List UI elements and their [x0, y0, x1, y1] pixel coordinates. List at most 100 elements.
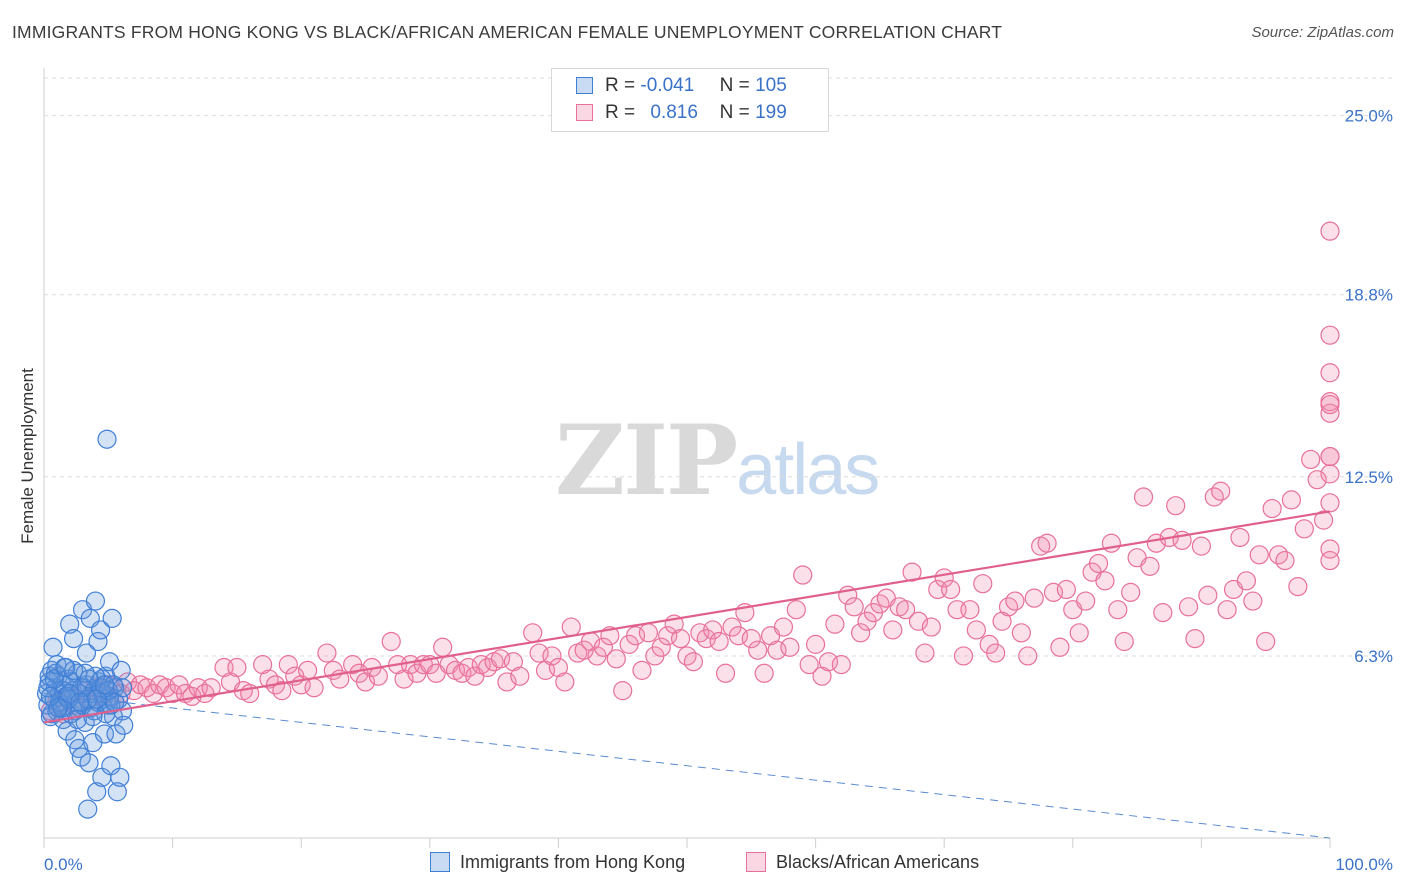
legend-item-black-african-american: Blacks/African Americans — [746, 852, 979, 878]
trend-line-blue — [43, 693, 1331, 839]
pink-point — [683, 652, 704, 672]
pink-point — [915, 643, 935, 663]
pink-point — [986, 643, 1006, 663]
pink-point — [966, 620, 986, 640]
pink-point — [593, 637, 614, 657]
pink-point — [613, 681, 633, 701]
pink-point — [1095, 571, 1115, 591]
pink-point — [670, 629, 691, 649]
pink-point — [883, 620, 903, 640]
legend-n-label: N = — [719, 75, 750, 96]
pink-point — [1236, 571, 1257, 591]
pink-point — [748, 640, 768, 660]
pink-point — [715, 663, 736, 683]
pink-point — [1230, 527, 1250, 548]
pink-point — [1211, 481, 1231, 501]
pink-point — [1320, 550, 1340, 571]
blue-point — [87, 782, 107, 802]
blue-point — [63, 629, 84, 649]
pink-point — [896, 600, 916, 620]
pink-point — [1198, 585, 1218, 605]
blue-point — [63, 660, 84, 680]
pink-point — [368, 666, 388, 686]
source-label: Source: ZipAtlas.com — [1251, 24, 1394, 41]
pink-point — [1191, 536, 1212, 556]
blue-point — [48, 698, 68, 718]
pink-point — [1320, 221, 1340, 241]
pink-point — [1140, 556, 1160, 576]
legend-row-hong-kong: R = -0.041 N = 105 — [576, 75, 787, 101]
blue-point — [40, 686, 61, 707]
data-points — [36, 221, 1340, 819]
pink-point — [1088, 553, 1109, 574]
pink-point — [632, 660, 652, 680]
blue-point — [97, 429, 117, 449]
pink-point — [941, 579, 961, 600]
pink-point — [780, 637, 800, 657]
pink-point — [1262, 498, 1282, 519]
blue-point — [85, 591, 106, 611]
pink-point — [1005, 591, 1025, 611]
legend-n-value: 105 — [755, 75, 787, 96]
blue-point — [114, 715, 134, 735]
blue-point — [102, 608, 122, 628]
axes — [43, 68, 1331, 848]
legend-n-value: 199 — [755, 102, 787, 123]
pink-point — [1114, 631, 1134, 652]
pink-point — [304, 678, 324, 698]
chart-title: IMMIGRANTS FROM HONG KONG VS BLACK/AFRIC… — [12, 22, 1003, 42]
pink-point — [902, 562, 922, 582]
pink-point — [825, 614, 845, 634]
tick-labels: 6.3% 12.5% 18.8% 25.0% 0.0% 100.0% — [44, 107, 1393, 874]
legend-swatch-pink — [746, 852, 766, 872]
blue-point — [90, 620, 111, 640]
watermark: ZIPatlas — [555, 404, 880, 517]
pink-point — [1288, 576, 1308, 597]
pink-point — [1249, 545, 1269, 565]
watermark-zip: ZIP — [555, 404, 738, 517]
y-tick-label: 12.5% — [1345, 468, 1393, 487]
blue-point — [110, 767, 130, 787]
pink-point — [523, 623, 543, 643]
pink-point — [1056, 579, 1076, 600]
blue-point — [43, 637, 63, 657]
pink-point — [1185, 629, 1205, 649]
pink-point — [227, 657, 247, 678]
pink-point — [1320, 446, 1340, 467]
pink-point — [1217, 600, 1237, 620]
blue-point — [83, 707, 103, 727]
blue-point — [78, 799, 98, 819]
trend-line-pink — [43, 510, 1331, 724]
blue-point — [79, 753, 99, 773]
pink-point — [1281, 490, 1302, 510]
pink-point — [555, 672, 575, 692]
pink-point — [1050, 637, 1070, 657]
legend-r-label: R = — [605, 75, 636, 96]
pink-point — [651, 637, 671, 657]
pink-point — [1320, 394, 1340, 415]
y-tick-label: 25.0% — [1345, 107, 1393, 126]
pink-point — [278, 655, 298, 675]
pink-point — [606, 649, 626, 669]
legend-item-hong-kong: Immigrants from Hong Kong — [430, 852, 685, 878]
pink-point — [1301, 449, 1321, 470]
pink-point — [960, 600, 980, 620]
pink-point — [272, 681, 292, 701]
blue-point — [94, 724, 115, 744]
blue-point — [76, 643, 97, 663]
pink-point — [638, 623, 659, 643]
x-tick-label: 100.0% — [1335, 855, 1393, 874]
pink-point — [754, 663, 774, 683]
blue-point — [112, 678, 133, 698]
pink-point — [1243, 591, 1263, 611]
legend-swatch-blue — [430, 852, 450, 872]
blue-point — [60, 614, 80, 634]
pink-point — [1037, 533, 1057, 553]
pink-point — [793, 565, 813, 585]
pink-point — [1294, 519, 1314, 539]
gridlines — [44, 77, 1395, 657]
legend-swatch-pink — [576, 104, 593, 121]
y-tick-label: 6.3% — [1354, 647, 1393, 666]
x-tick-label: 0.0% — [44, 855, 83, 874]
